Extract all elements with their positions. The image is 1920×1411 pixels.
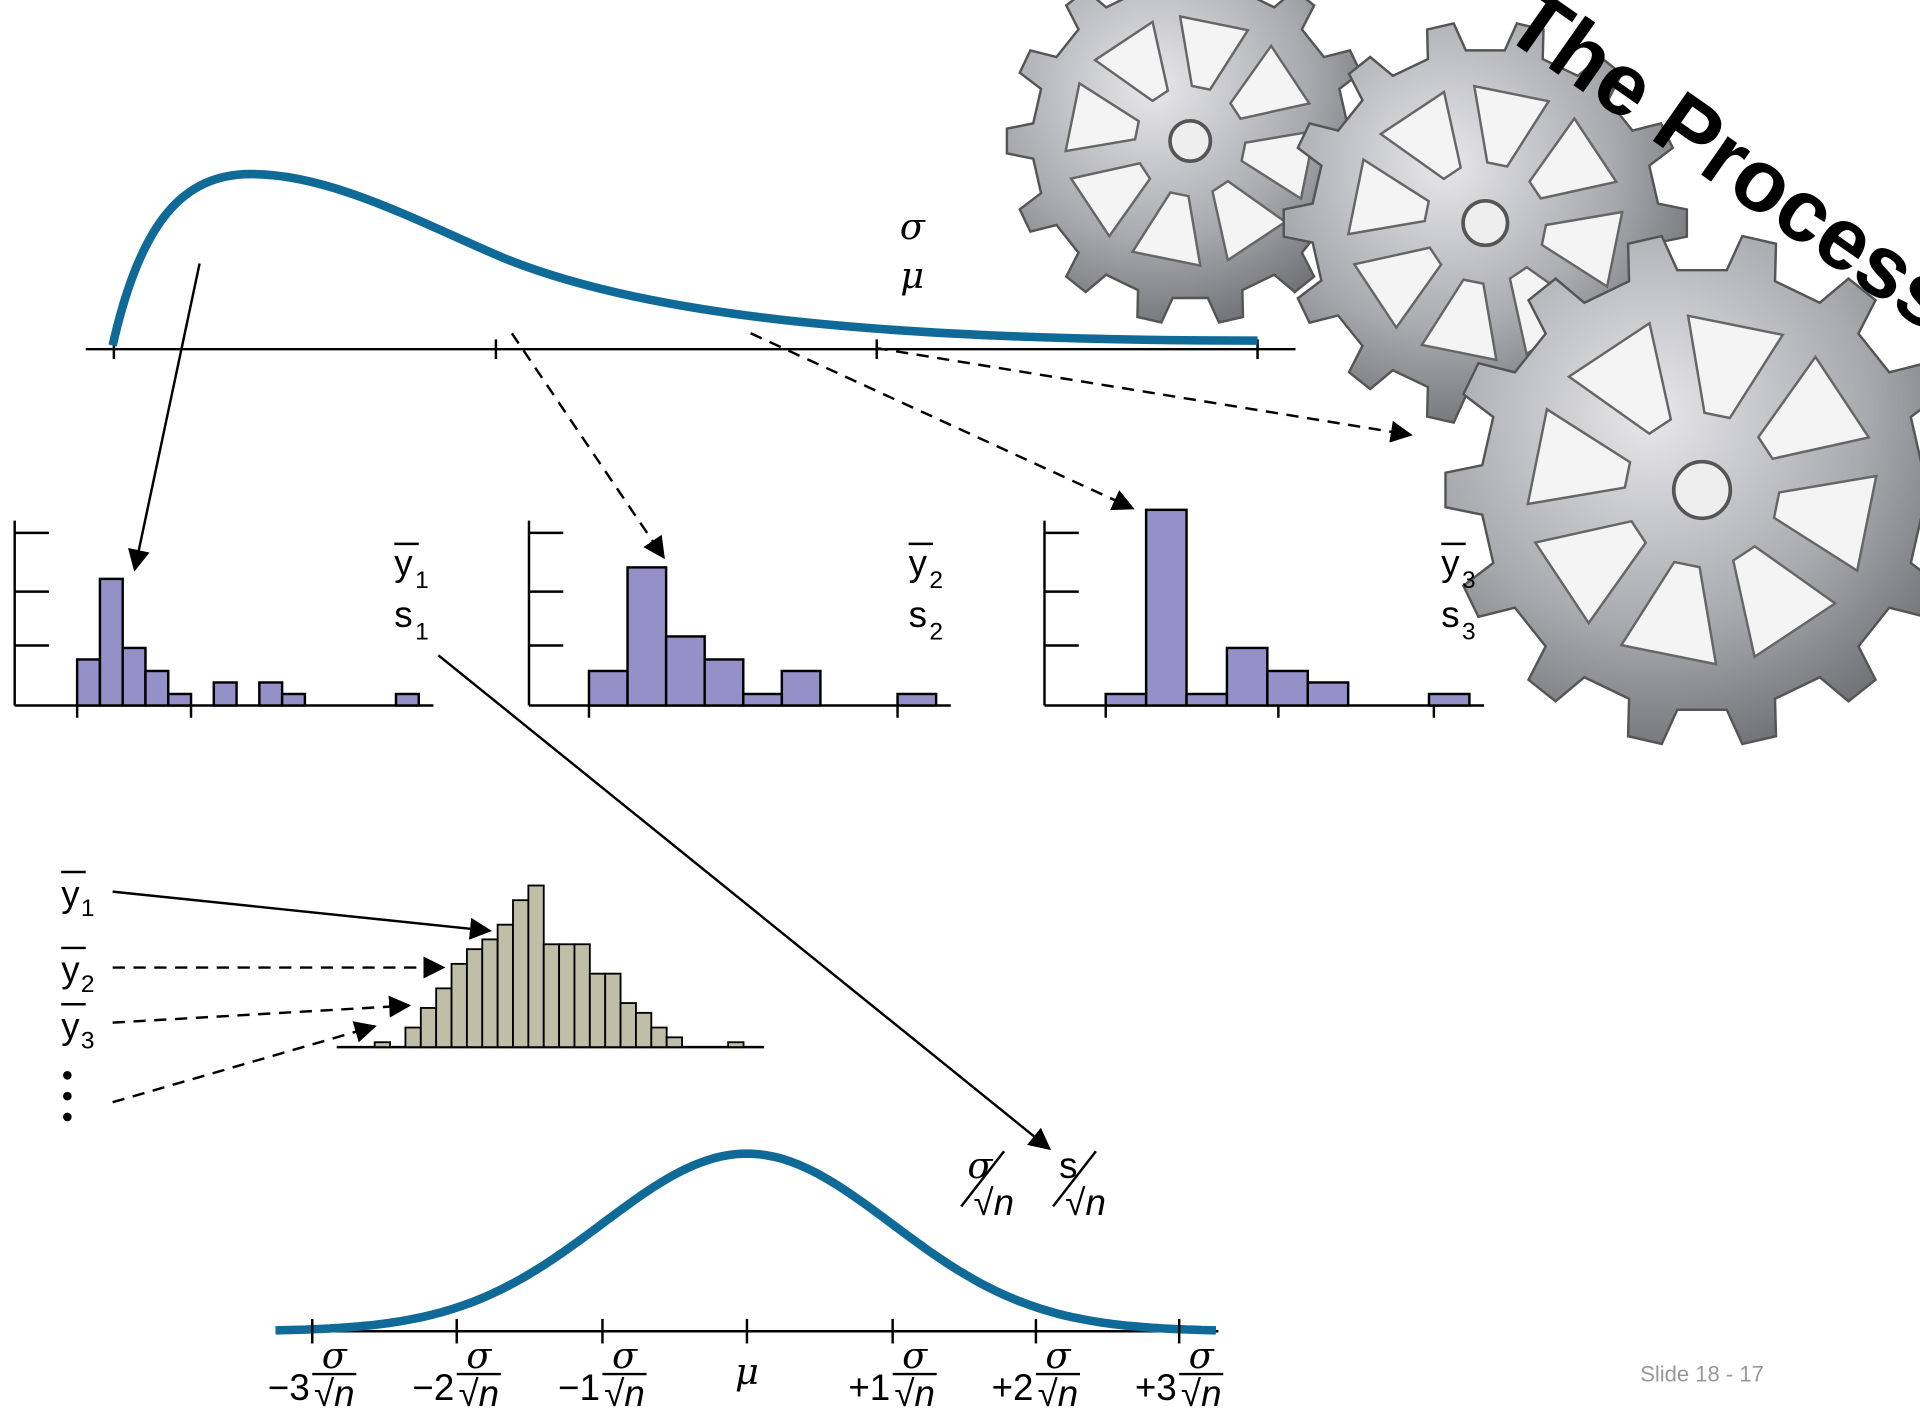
- bar: [1106, 694, 1146, 706]
- mean-index: 2: [81, 971, 95, 998]
- bar: [1308, 682, 1348, 705]
- bar: [498, 925, 513, 1047]
- root-n: √n: [1065, 1182, 1106, 1223]
- tick-label: μ: [735, 1350, 759, 1393]
- bar: [1146, 510, 1186, 706]
- diagram-lines: [86, 263, 1411, 1331]
- mean-symbol: y: [61, 1006, 80, 1047]
- bar: [574, 944, 589, 1047]
- tick-num: σ: [466, 1334, 492, 1377]
- bar: [651, 1028, 666, 1048]
- bar: [396, 694, 419, 706]
- gear-hub: [1463, 201, 1507, 245]
- tick-coef: +3: [1135, 1367, 1177, 1408]
- bar: [705, 659, 744, 705]
- bar: [667, 1037, 682, 1047]
- tick-den: √n: [458, 1373, 499, 1411]
- tick-den: √n: [604, 1373, 645, 1411]
- bar: [636, 1013, 651, 1047]
- bar: [100, 579, 123, 706]
- tick-den: √n: [1038, 1373, 1079, 1411]
- sd-index: 3: [1462, 618, 1476, 645]
- gear-hub: [1170, 121, 1210, 161]
- sd-symbol: s: [909, 594, 927, 635]
- tick-coef: −1: [558, 1367, 600, 1408]
- bar: [375, 1042, 390, 1047]
- bar: [1429, 694, 1469, 706]
- tick-coef: −2: [412, 1367, 454, 1408]
- mean-symbol: y: [61, 873, 80, 914]
- bar: [467, 949, 482, 1047]
- bar: [559, 944, 574, 1047]
- mu: μ: [900, 254, 924, 297]
- mean-symbol: y: [1441, 543, 1460, 584]
- tick-den: √n: [314, 1373, 355, 1411]
- bar: [782, 671, 821, 706]
- page: σ μ The Processy1s1y2s2y3s3y1y2y3σ√ns√n−…: [0, 0, 1920, 1411]
- tick-num: σ: [612, 1334, 638, 1377]
- bar: [1187, 694, 1227, 706]
- tick-coef: +2: [992, 1367, 1034, 1408]
- bar: [628, 567, 667, 705]
- sd-symbol: s: [394, 594, 412, 635]
- tick-num: σ: [902, 1334, 928, 1377]
- tick-num: σ: [322, 1334, 348, 1377]
- mean-index: 1: [81, 895, 95, 922]
- ellipsis: [63, 1071, 72, 1121]
- sigma: σ: [900, 205, 926, 248]
- bar: [1267, 671, 1307, 706]
- gear-hub: [1674, 462, 1731, 519]
- tick-num: σ: [1189, 1334, 1215, 1377]
- bar: [436, 988, 451, 1047]
- bar: [452, 964, 467, 1047]
- tick-den: √n: [1181, 1373, 1222, 1411]
- bar: [544, 944, 559, 1047]
- bar: [621, 1003, 636, 1047]
- bar: [589, 671, 628, 706]
- bar: [482, 939, 497, 1047]
- bar: [666, 636, 705, 705]
- tick-den: √n: [894, 1373, 935, 1411]
- mean-symbol: y: [909, 543, 928, 584]
- bar: [528, 886, 543, 1048]
- mean-symbol: y: [394, 543, 413, 584]
- bar: [1227, 648, 1267, 706]
- mean-index: 3: [81, 1027, 95, 1054]
- bar: [168, 694, 191, 706]
- bar: [743, 694, 782, 706]
- mean-index: 3: [1462, 567, 1476, 594]
- bar: [282, 694, 305, 706]
- bar: [728, 1042, 743, 1047]
- tick-coef: +1: [848, 1367, 890, 1408]
- sd-index: 2: [929, 618, 943, 645]
- bar: [405, 1028, 420, 1048]
- slide: σ μ The Processy1s1y2s2y3s3y1y2y3σ√ns√n−…: [0, 0, 1920, 1411]
- tick-num: σ: [1045, 1334, 1071, 1377]
- bar: [77, 659, 100, 705]
- slide-number: Slide 18 - 17: [1640, 1361, 1764, 1386]
- bar: [898, 694, 937, 706]
- bar: [214, 682, 237, 705]
- sd-index: 1: [415, 618, 429, 645]
- mean-symbol: y: [61, 949, 80, 990]
- bar: [145, 671, 168, 706]
- bar: [513, 900, 528, 1047]
- bar: [590, 974, 605, 1047]
- mean-index: 1: [415, 567, 429, 594]
- sd-symbol: s: [1441, 594, 1459, 635]
- mean-index: 2: [929, 567, 943, 594]
- bar: [421, 1008, 436, 1047]
- bar: [605, 974, 620, 1047]
- bar: [123, 648, 146, 706]
- root-n: √n: [973, 1182, 1014, 1223]
- tick-coef: −3: [268, 1367, 310, 1408]
- bar: [259, 682, 282, 705]
